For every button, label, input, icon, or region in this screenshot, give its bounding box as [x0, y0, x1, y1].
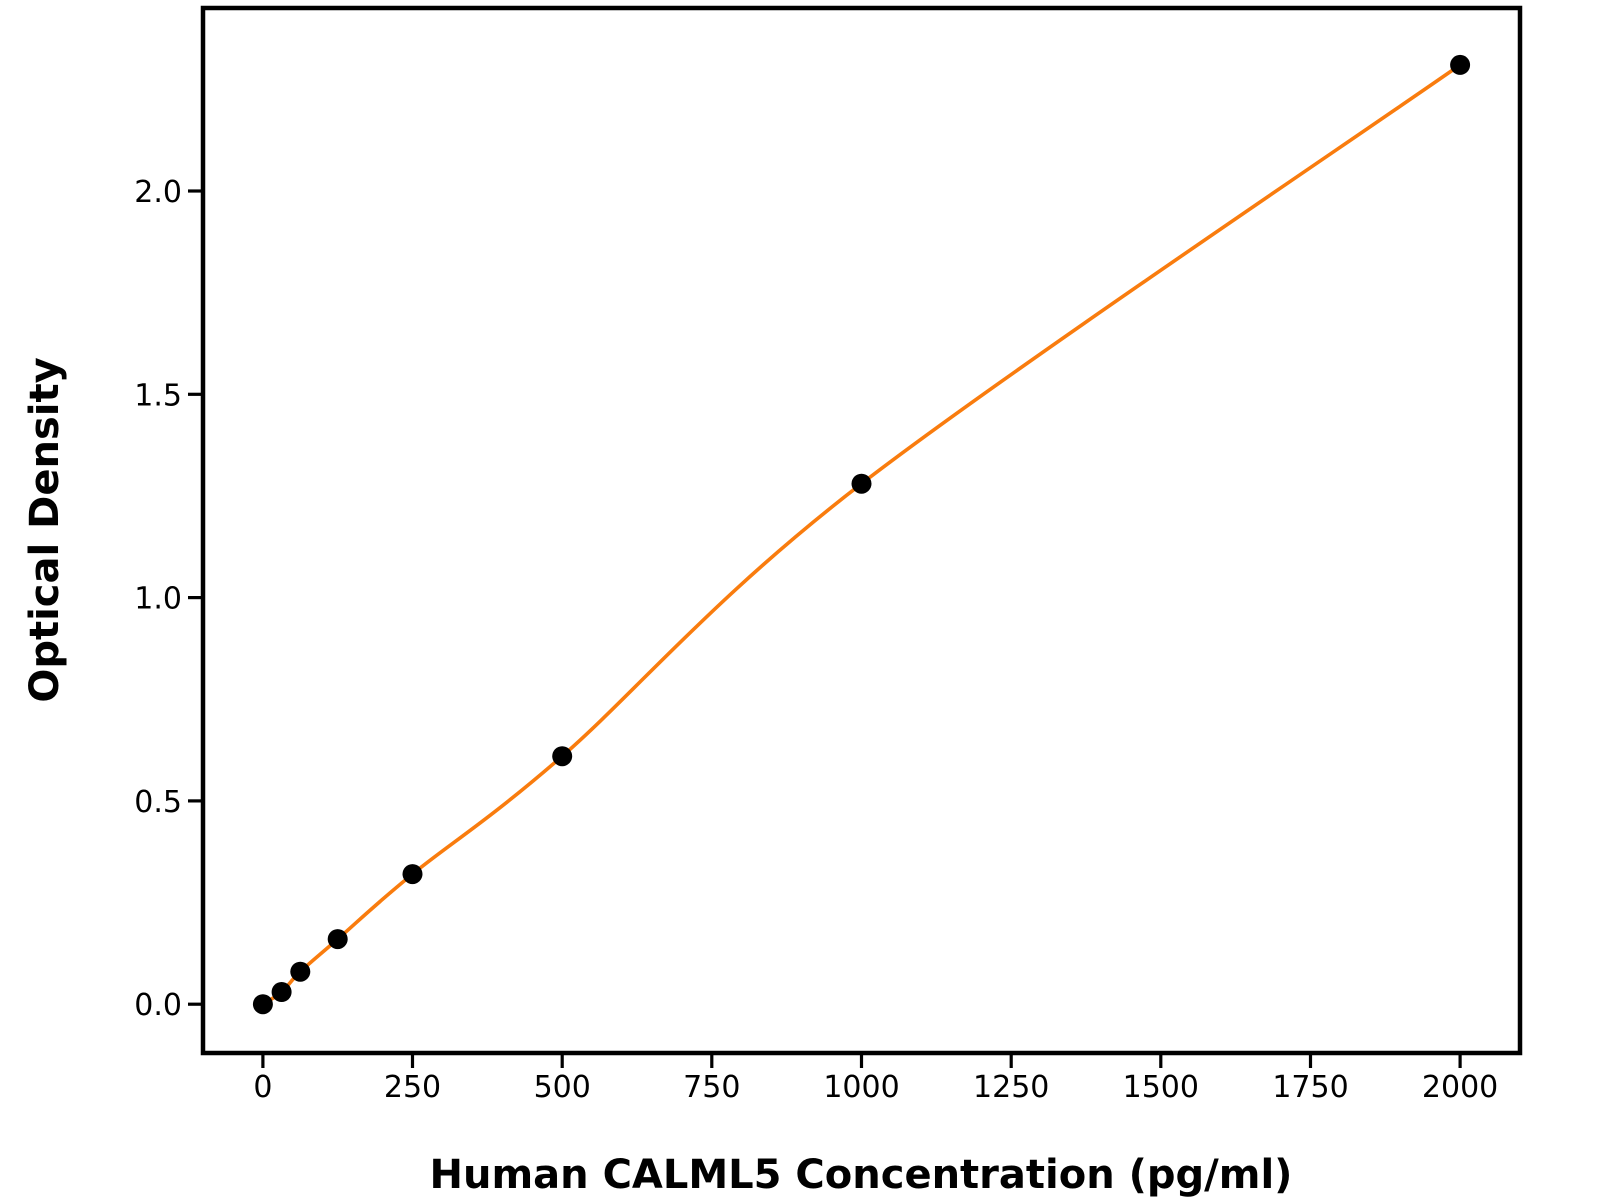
data-point-marker — [402, 864, 423, 885]
y-tick-label: 2.0 — [134, 175, 182, 210]
y-tick-label: 0.5 — [134, 785, 182, 820]
x-tick-label: 1250 — [973, 1070, 1049, 1105]
data-point-marker — [290, 961, 311, 982]
data-point-marker — [851, 473, 872, 494]
axes-frame — [200, 5, 1523, 1056]
x-tick-label: 0 — [253, 1070, 272, 1105]
y-tick-label: 0.0 — [134, 988, 182, 1023]
y-tick-label: 1.0 — [134, 582, 182, 617]
x-tick-label: 1500 — [1123, 1070, 1199, 1105]
x-tick-label: 2000 — [1422, 1070, 1498, 1105]
x-tick-label: 1750 — [1272, 1070, 1348, 1105]
data-point-marker — [252, 994, 273, 1015]
x-tick-label: 1000 — [823, 1070, 899, 1105]
data-point-marker — [1450, 54, 1471, 75]
x-tick-label: 750 — [683, 1070, 740, 1105]
data-point-marker — [327, 929, 348, 950]
x-tick-label: 500 — [534, 1070, 591, 1105]
x-tick-label: 250 — [384, 1070, 441, 1105]
y-tick-label: 1.5 — [134, 378, 182, 413]
plot-area: 0 250 500 750 1000 1250 1500 1750 2000 0.0 0.5 1.0 1… — [134, 5, 1523, 1105]
y-axis-label: Optical Density — [22, 357, 68, 702]
x-axis-label: Human CALML5 Concentration (pg/ml) — [430, 1152, 1293, 1198]
fit-curve-line — [261, 63, 1462, 1006]
data-point-marker — [552, 746, 573, 767]
data-point-marker — [271, 982, 292, 1002]
